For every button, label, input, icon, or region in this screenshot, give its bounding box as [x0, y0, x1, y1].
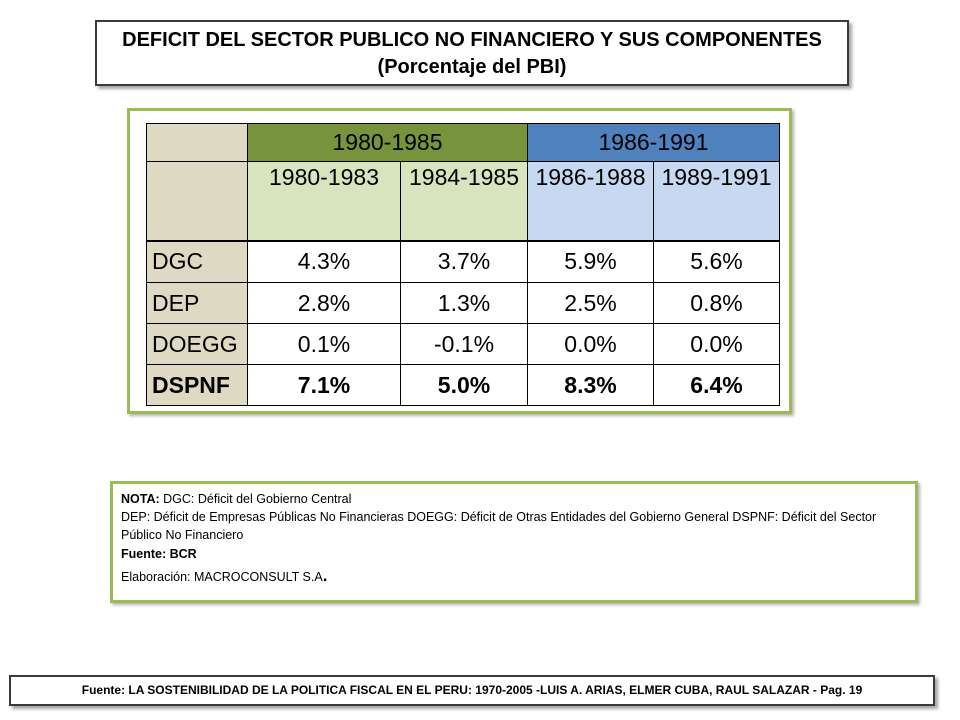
table-cell: 2.5%: [527, 282, 654, 324]
sub-header-1984-1985: 1984-1985: [400, 161, 528, 241]
table-cell: 5.9%: [527, 239, 654, 283]
table-row-dgc: DGC 4.3% 3.7% 5.9% 5.6%: [146, 239, 780, 283]
table-cell: 8.3%: [527, 364, 654, 406]
table-cell: 2.8%: [247, 282, 401, 324]
note-elaboration-text: Elaboración: MACROCONSULT S.A: [121, 570, 323, 584]
table-cell: 6.4%: [653, 364, 780, 406]
table-cell: -0.1%: [400, 323, 528, 365]
note-line-2: DEP: Déficit de Empresas Públicas No Fin…: [121, 510, 877, 542]
page-title: DEFICIT DEL SECTOR PUBLICO NO FINANCIERO…: [122, 29, 822, 51]
table-cell: 1.3%: [400, 282, 528, 324]
table-row-doegg: DOEGG 0.1% -0.1% 0.0% 0.0%: [146, 323, 780, 365]
note-label: NOTA:: [121, 492, 160, 506]
page-subtitle: (Porcentaje del PBI): [377, 56, 567, 78]
row-label: DOEGG: [146, 323, 248, 365]
table-cell: 0.0%: [527, 323, 654, 365]
group-header-1980-1985: 1980-1985: [247, 123, 528, 162]
table-cell: 3.7%: [400, 239, 528, 283]
table-cell: 4.3%: [247, 239, 401, 283]
table-frame: 1980-1985 1986-1991 1980-1983 1984-1985 …: [127, 108, 792, 414]
row-label: DSPNF: [146, 364, 248, 406]
sub-header-row: 1980-1983 1984-1985 1986-1988 1989-1991: [146, 161, 780, 241]
table-cell: 0.0%: [653, 323, 780, 365]
table-row-dep: DEP 2.8% 1.3% 2.5% 0.8%: [146, 282, 780, 324]
deficit-table: 1980-1985 1986-1991 1980-1983 1984-1985 …: [146, 123, 780, 406]
sub-header-1986-1988: 1986-1988: [527, 161, 654, 241]
sub-header-1980-1983: 1980-1983: [247, 161, 401, 241]
table-row-dspnf: DSPNF 7.1% 5.0% 8.3% 6.4%: [146, 364, 780, 406]
table-cell: 5.6%: [653, 239, 780, 283]
note-box: NOTA: DGC: Déficit del Gobierno Central …: [110, 481, 918, 603]
table-cell: 5.0%: [400, 364, 528, 406]
table-cell: 7.1%: [247, 364, 401, 406]
note-elaboration: Elaboración: MACROCONSULT S.A.: [121, 567, 907, 586]
corner-cell: [146, 123, 248, 162]
group-header-row: 1980-1985 1986-1991: [146, 123, 780, 162]
group-header-1986-1991: 1986-1991: [527, 123, 780, 162]
row-label: DEP: [146, 282, 248, 324]
row-label: DGC: [146, 239, 248, 283]
corner-cell: [146, 161, 248, 241]
note-source: Fuente: BCR: [121, 547, 197, 561]
footer-source: Fuente: LA SOSTENIBILIDAD DE LA POLITICA…: [9, 675, 935, 706]
sub-header-1989-1991: 1989-1991: [653, 161, 780, 241]
note-dgc-definition: DGC: Déficit del Gobierno Central: [163, 492, 352, 506]
note-elaboration-period: .: [322, 566, 328, 585]
title-box: DEFICIT DEL SECTOR PUBLICO NO FINANCIERO…: [95, 20, 849, 86]
table-cell: 0.1%: [247, 323, 401, 365]
note-line-1: NOTA: DGC: Déficit del Gobierno Central: [121, 490, 907, 508]
table-cell: 0.8%: [653, 282, 780, 324]
